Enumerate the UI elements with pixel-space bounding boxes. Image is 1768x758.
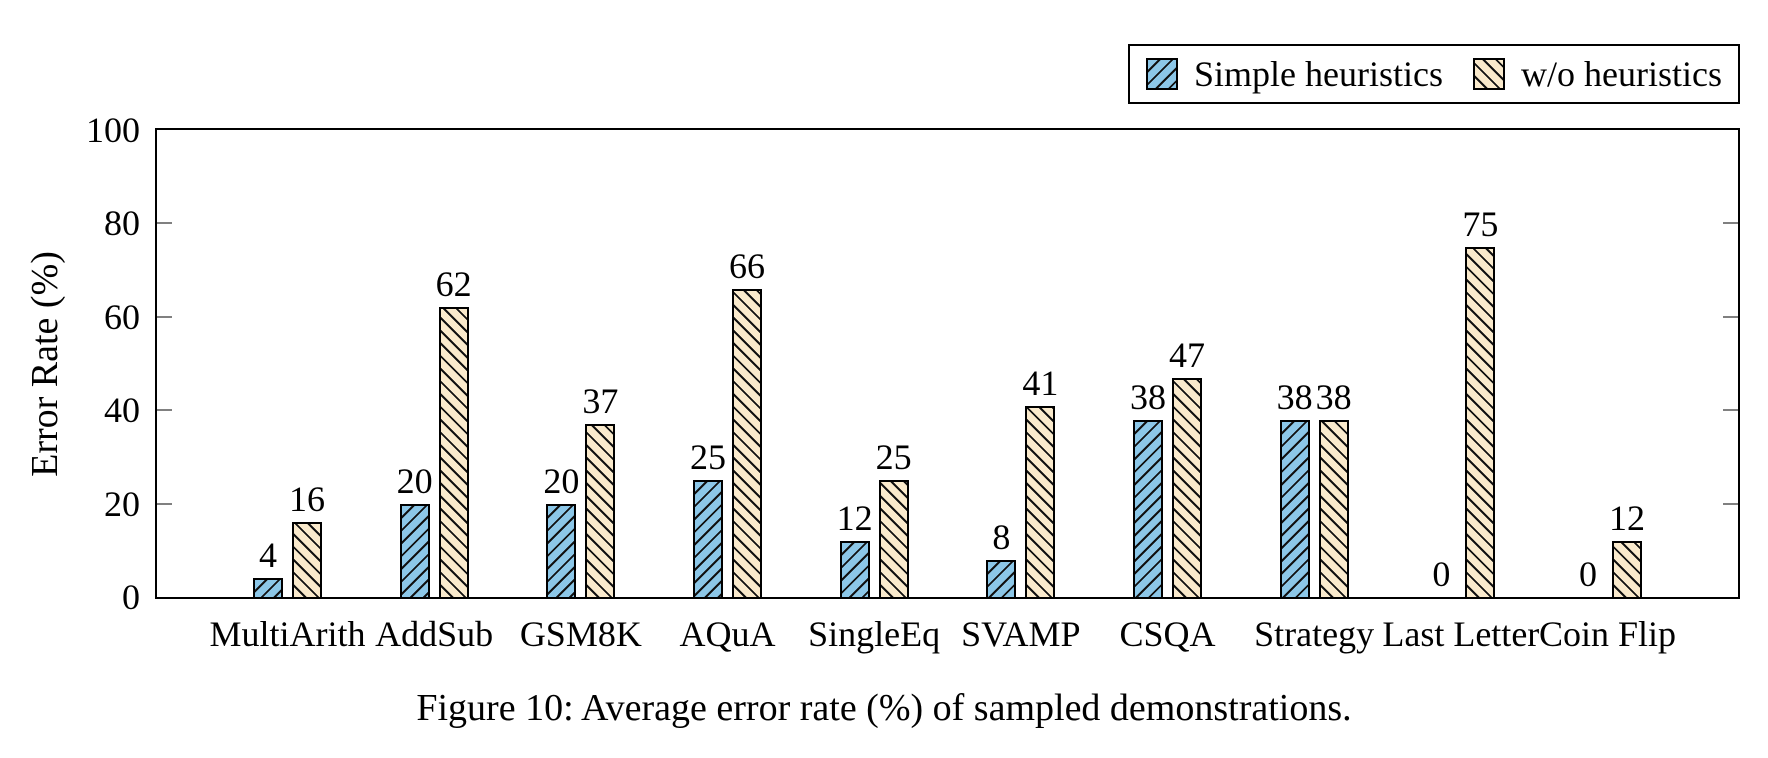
bar-simple-heuristics-strategy [1279,419,1310,597]
bar-value-label: 25 [875,437,912,478]
legend-item-simple-heuristics: Simple heuristics [1146,53,1443,95]
x-axis-category-label: AQuA [679,614,776,654]
x-axis-category-label: SVAMP [961,614,1081,654]
y-tick-label: 60 [104,296,140,337]
bar-w-o-heuristics-singleeq [878,480,909,597]
bar-simple-heuristics-multiarith [253,578,283,597]
x-axis-category-label: Coin Flip [1538,614,1677,654]
y-tick-label: 20 [104,483,140,524]
bar-value-label: 75 [1462,203,1499,244]
bar-w-o-heuristics-aqua [732,288,762,597]
y-tick-mark [157,409,172,412]
y-tick-mark [157,222,172,225]
bar-value-label: 4 [259,535,277,576]
bar-simple-heuristics-singleeq [839,540,870,597]
x-axis-category-label: CSQA [1119,614,1216,654]
bar-simple-heuristics-svamp [986,559,1017,597]
bar-w-o-heuristics-csqa [1172,377,1202,597]
bar-value-label: 25 [690,437,726,478]
bar-value-label: 38 [1276,376,1313,417]
bar-value-label: 37 [582,381,619,422]
bar-value-label: 20 [396,460,433,501]
bar-value-label: 12 [1609,497,1645,538]
legend-swatch-simple-heuristics [1146,58,1179,90]
bar-value-label: 38 [1130,376,1166,417]
y-axis-label: Error Rate (%) [24,251,66,477]
bar-value-label: 66 [729,245,765,286]
x-axis-category-label: Strategy [1254,614,1375,654]
x-axis-category-label: AddSub [375,614,494,654]
y-tick-mark [1723,502,1738,505]
bar-value-label: 38 [1315,376,1352,417]
y-tick-mark [1723,409,1738,412]
bar-w-o-heuristics-multiarith [292,522,322,597]
bar-value-label: 20 [543,460,580,501]
y-tick-label: 40 [104,390,140,431]
bar-w-o-heuristics-last-letter [1465,246,1496,597]
legend-label-wo-heuristics: w/o heuristics [1521,54,1722,94]
x-axis-category-label: GSM8K [519,614,642,654]
bar-value-label: 0 [1579,554,1597,594]
x-axis-category-label: SingleEq [808,614,941,654]
plot-area: 4 16 20 62 20 37 25 66 12 25 8 41 38 47 38 38 0 75 0 12 [155,128,1740,599]
bar-w-o-heuristics-strategy [1318,419,1349,597]
bar-value-label: 12 [836,497,873,538]
y-tick-mark [1723,222,1738,225]
y-tick-label: 100 [86,110,140,150]
bar-value-label: 8 [992,516,1011,557]
bar-w-o-heuristics-coin-flip [1612,540,1642,597]
y-tick-label: 0 [122,577,140,617]
legend: Simple heuristics w/o heuristics [1128,44,1740,104]
bar-w-o-heuristics-svamp [1025,405,1056,597]
x-axis-category-label: MultiArith [209,614,366,654]
bar-value-label: 47 [1169,334,1205,375]
legend-swatch-wo-heuristics [1473,58,1506,90]
bar-value-label: 62 [435,264,472,305]
bar-value-label: 0 [1432,554,1451,594]
bar-value-label: 41 [1022,362,1059,403]
y-tick-label: 80 [104,203,140,244]
bar-simple-heuristics-gsm8k [546,503,577,597]
figure-caption: Figure 10: Average error rate (%) of sam… [416,687,1352,729]
x-axis-category-label: Last Letter [1382,614,1540,654]
y-tick-mark [157,502,172,505]
y-tick-mark [1723,315,1738,318]
bar-simple-heuristics-csqa [1133,419,1163,597]
bar-simple-heuristics-aqua [693,480,723,597]
legend-item-wo-heuristics: w/o heuristics [1473,53,1722,95]
bar-w-o-heuristics-addsub [438,307,469,597]
legend-label-simple-heuristics: Simple heuristics [1194,54,1444,94]
bar-simple-heuristics-addsub [399,503,430,597]
bar-value-label: 16 [289,479,325,520]
y-tick-mark [157,315,172,318]
bar-w-o-heuristics-gsm8k [585,424,616,597]
